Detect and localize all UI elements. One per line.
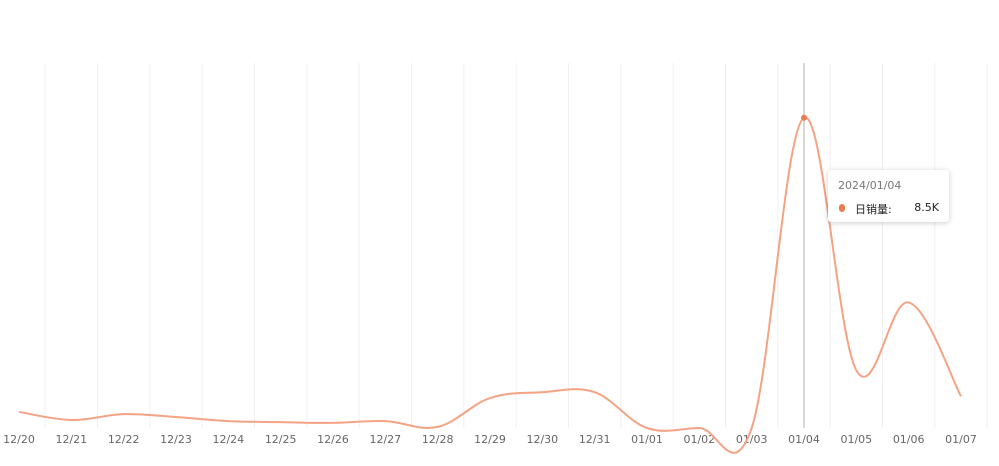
x-tick-label: 01/05 [840,433,872,446]
x-tick-label: 01/04 [788,433,820,446]
tooltip: 2024/01/04 日销量: 8.5K [828,170,949,222]
x-tick-label: 12/30 [526,433,558,446]
x-tick-label: 12/22 [108,433,140,446]
x-tick-label: 12/29 [474,433,506,446]
x-tick-label: 01/02 [683,433,715,446]
point [801,114,807,121]
x-tick-label: 12/25 [265,433,297,446]
x-tick-label: 01/06 [893,433,925,446]
x-tick-label: 12/28 [422,433,454,446]
tooltip-marker [839,204,845,212]
x-tick-label: 12/21 [55,433,87,446]
tooltip-date: 2024/01/04 [838,179,902,192]
x-tick-label: 01/07 [945,433,977,446]
tooltip-value: 8.5K [914,201,939,214]
x-tick-label: 12/20 [3,433,35,446]
x-tick-label: 12/23 [160,433,192,446]
x-tick-label: 01/01 [631,433,663,446]
x-tick-label: 12/26 [317,433,349,446]
x-tick-label: 12/24 [212,433,244,446]
x-tick-label: 12/31 [579,433,611,446]
line [18,116,962,454]
tooltip-label: 日销量: [855,203,892,216]
x-tick-label: 12/27 [369,433,401,446]
x-tick-label: 01/03 [736,433,768,446]
